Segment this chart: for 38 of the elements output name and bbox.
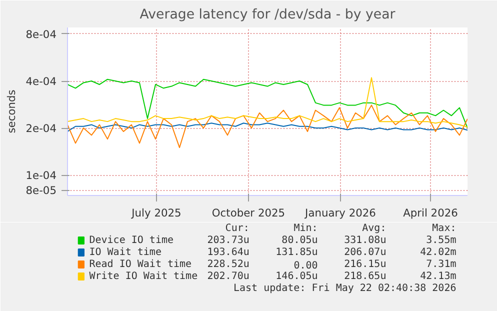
x-tick-label: January 2026 xyxy=(304,206,376,220)
line-series xyxy=(68,122,468,132)
legend-label: IO Wait time xyxy=(89,247,162,258)
text: 331.08u xyxy=(344,235,386,246)
legend-label: Read IO Wait time xyxy=(89,259,192,270)
y-tick-label: 2e-04 xyxy=(26,122,57,136)
text: Cur: xyxy=(225,223,250,234)
y-tick-label: 8e-05 xyxy=(26,184,57,198)
text: Max: xyxy=(432,223,456,234)
text: 80.05u xyxy=(282,235,318,246)
text: 206.07u xyxy=(344,247,386,258)
text: 7.31m xyxy=(426,259,456,270)
x-tick-label: July 2025 xyxy=(130,206,182,220)
text: 3.55m xyxy=(426,235,456,246)
text: 131.85u xyxy=(276,247,318,258)
text: Last update: Fri May 22 02:40:38 2026 xyxy=(233,283,456,294)
line-series xyxy=(68,104,468,148)
text: 218.65u xyxy=(344,271,386,282)
x-tick-label: October 2025 xyxy=(212,206,286,220)
text: 202.70u xyxy=(207,271,250,282)
text: Avg: xyxy=(362,223,386,234)
chart-title: Average latency for /dev/sda - by year xyxy=(140,8,396,22)
legend-label: Device IO time xyxy=(89,235,174,246)
text: 203.73u xyxy=(207,235,250,246)
y-tick-label: 8e-04 xyxy=(26,28,57,41)
text: 193.64u xyxy=(207,247,250,258)
x-tick-label: April 2026 xyxy=(403,206,458,220)
text: 42.02m xyxy=(420,247,456,258)
text: 216.15u xyxy=(344,259,386,270)
text: 146.05u xyxy=(276,271,318,282)
text: 42.13m xyxy=(420,271,456,282)
legend-label: Write IO Wait time xyxy=(89,271,198,282)
y-tick-label: 1e-04 xyxy=(26,169,57,182)
y-tick-label: 4e-04 xyxy=(26,75,57,88)
text: 228.52u xyxy=(207,259,250,270)
y-axis-title: seconds xyxy=(4,89,18,134)
text: 0.00 xyxy=(294,260,318,272)
text: Min: xyxy=(294,223,318,234)
